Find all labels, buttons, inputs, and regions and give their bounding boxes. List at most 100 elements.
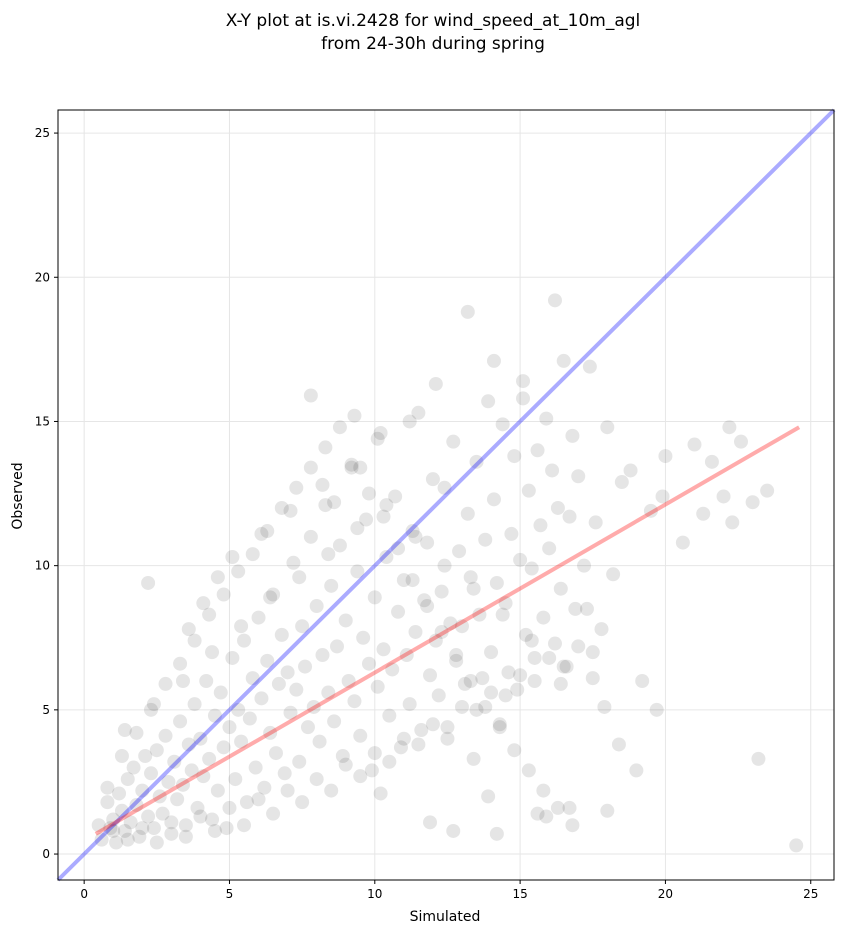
data-point — [146, 697, 161, 712]
chart-title-line2: from 24-30h during spring — [321, 34, 545, 54]
data-point — [289, 480, 304, 495]
data-point — [623, 463, 638, 478]
data-point — [225, 650, 240, 665]
data-point — [425, 472, 440, 487]
y-tick-label: 10 — [35, 559, 50, 573]
data-point — [175, 674, 190, 689]
data-point — [303, 388, 318, 403]
data-point — [524, 561, 539, 576]
data-point — [411, 737, 426, 752]
data-point — [513, 668, 528, 683]
data-point — [283, 705, 298, 720]
data-point — [135, 783, 150, 798]
data-point — [492, 717, 507, 732]
data-point — [152, 789, 167, 804]
data-point — [539, 809, 554, 824]
data-point — [321, 547, 336, 562]
data-point — [222, 800, 237, 815]
data-point — [190, 800, 205, 815]
data-point — [396, 573, 411, 588]
data-point — [376, 642, 391, 657]
data-point — [431, 688, 446, 703]
data-point — [251, 792, 266, 807]
data-point — [344, 457, 359, 472]
x-axis-ticks: 0 5 10 15 20 25 — [80, 880, 818, 901]
data-point — [600, 420, 615, 435]
data-point — [321, 685, 336, 700]
data-point — [408, 624, 423, 639]
x-tick-label: 25 — [803, 887, 818, 901]
data-point — [725, 515, 740, 530]
data-point — [283, 503, 298, 518]
data-point — [501, 665, 516, 680]
data-point — [481, 394, 496, 409]
data-point — [385, 662, 400, 677]
data-point — [486, 353, 501, 368]
data-point — [175, 777, 190, 792]
data-point — [335, 748, 350, 763]
data-point — [364, 763, 379, 778]
data-point — [388, 489, 403, 504]
data-point — [280, 665, 295, 680]
data-point — [460, 506, 475, 521]
data-point — [213, 685, 228, 700]
data-point — [527, 674, 542, 689]
data-point — [550, 500, 565, 515]
data-point — [178, 818, 193, 833]
data-point — [292, 754, 307, 769]
data-point — [129, 798, 144, 813]
data-point — [173, 656, 188, 671]
data-point — [117, 723, 132, 738]
data-point — [114, 803, 129, 818]
x-tick-label: 5 — [226, 887, 234, 901]
data-point — [472, 607, 487, 622]
data-point — [286, 555, 301, 570]
data-point — [263, 725, 278, 740]
data-point — [268, 746, 283, 761]
data-point — [327, 495, 342, 510]
data-point — [606, 567, 621, 582]
data-point — [382, 754, 397, 769]
data-point — [658, 449, 673, 464]
data-point — [478, 532, 493, 547]
data-point — [411, 405, 426, 420]
data-point — [417, 593, 432, 608]
data-point — [280, 783, 295, 798]
data-point — [315, 477, 330, 492]
data-point — [254, 691, 269, 706]
data-point — [484, 645, 499, 660]
data-point — [536, 610, 551, 625]
data-point — [210, 570, 225, 585]
data-point — [539, 411, 554, 426]
data-point — [332, 538, 347, 553]
data-point — [466, 581, 481, 596]
data-point — [379, 498, 394, 513]
data-point — [184, 763, 199, 778]
data-point — [687, 437, 702, 452]
data-point — [463, 570, 478, 585]
data-point — [330, 639, 345, 654]
data-point — [123, 815, 138, 830]
data-point — [338, 757, 353, 772]
data-point — [716, 489, 731, 504]
data-point — [751, 751, 766, 766]
data-point — [260, 653, 275, 668]
data-point — [423, 815, 438, 830]
data-point — [120, 832, 135, 847]
data-point — [460, 304, 475, 319]
data-point — [237, 633, 252, 648]
data-point — [745, 495, 760, 510]
data-point — [138, 748, 153, 763]
data-point — [423, 668, 438, 683]
data-point — [469, 702, 484, 717]
data-point — [222, 720, 237, 735]
data-point — [219, 821, 234, 836]
data-point — [643, 503, 658, 518]
data-point — [513, 552, 528, 567]
data-point — [300, 720, 315, 735]
fit-lines — [56, 108, 836, 882]
data-point — [492, 720, 507, 735]
data-point — [370, 431, 385, 446]
data-point — [594, 622, 609, 637]
data-point — [553, 581, 568, 596]
